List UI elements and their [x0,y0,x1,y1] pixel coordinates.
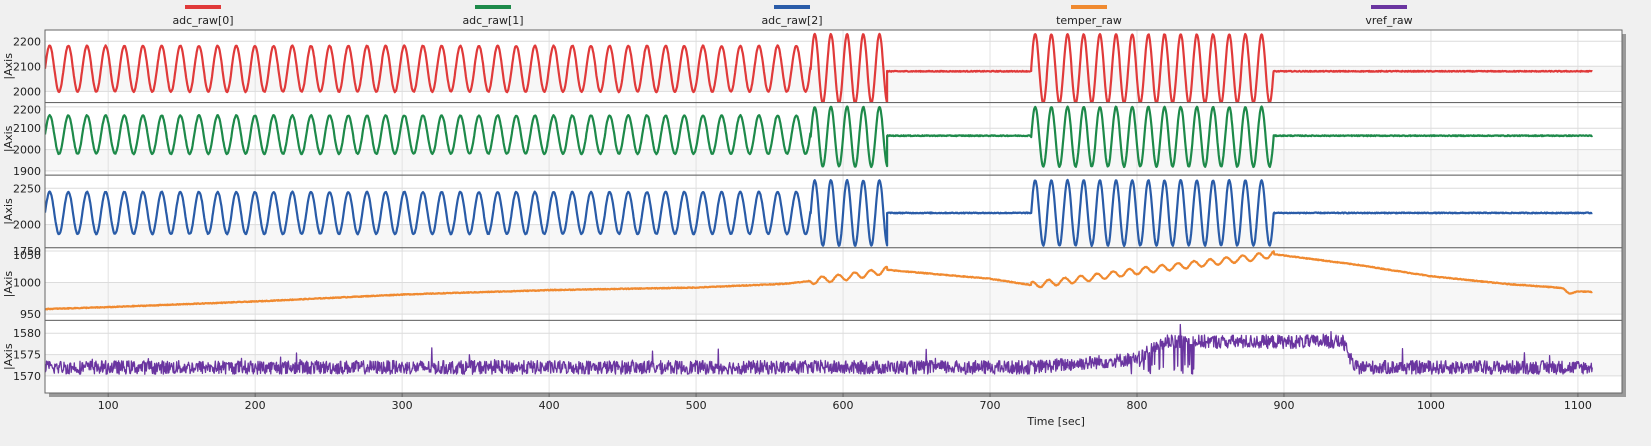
x-tick-label: 100 [98,399,119,412]
y-tick-label: 2000 [13,144,41,157]
y-axis-label: |Axis [2,271,15,298]
legend-label: vref_raw [1365,14,1412,27]
panel-band [45,149,1622,171]
y-tick-label: 1000 [13,277,41,290]
x-axis-label: Time [sec] [1026,415,1085,428]
y-axis-label: |Axis [2,343,15,370]
x-tick-label: 500 [686,399,707,412]
panel-3: 950 1000 1050 |Axis [2,247,1623,321]
x-tick-label: 400 [539,399,560,412]
y-tick-label: 2250 [13,182,41,195]
y-axis-label: |Axis [2,125,15,152]
legend-label: temper_raw [1056,14,1122,27]
y-tick-label: 2200 [13,35,41,48]
panel-band [45,282,1622,315]
y-tick-label: 1575 [13,349,41,362]
x-tick-label: 200 [245,399,266,412]
x-tick-label: 1000 [1417,399,1445,412]
x-tick-label: 600 [833,399,854,412]
series-line-3 [45,250,1593,311]
panel-4: 1570 1575 1580 |Axis [2,319,1623,394]
y-axis-label: |Axis [2,53,15,80]
series-line-4 [45,323,1593,375]
y-tick-label: 1570 [13,370,41,383]
panel-frame [44,319,1623,394]
y-tick-label: 1050 [13,249,41,262]
y-tick-label: 1900 [13,165,41,178]
y-tick-label: 2100 [13,122,41,135]
y-tick-label: 1580 [13,327,41,340]
legend-label: adc_raw[1] [462,14,523,27]
series-line-0 [45,32,1593,103]
x-tick-label: 700 [980,399,1001,412]
legend-label: adc_raw[2] [761,14,822,27]
x-tick-label: 300 [392,399,413,412]
legend-label: adc_raw[0] [172,14,233,27]
y-tick-label: 2100 [13,60,41,73]
series-line-1 [45,105,1594,169]
y-axis-label: |Axis [2,198,15,225]
y-tick-label: 2200 [13,104,41,117]
x-tick-label: 1100 [1564,399,1592,412]
panel-0: 2000 2100 2200 |Axis [2,29,1623,104]
y-tick-label: 950 [20,308,41,321]
panel-1: 1900 2000 2100 2200 |Axis [2,102,1623,178]
x-tick-label: 800 [1126,399,1147,412]
y-tick-label: 2000 [13,85,41,98]
series-line-2 [45,178,1593,248]
y-tick-label: 1750 [13,245,41,258]
y-tick-label: 2000 [13,219,41,232]
x-tick-label: 900 [1273,399,1294,412]
